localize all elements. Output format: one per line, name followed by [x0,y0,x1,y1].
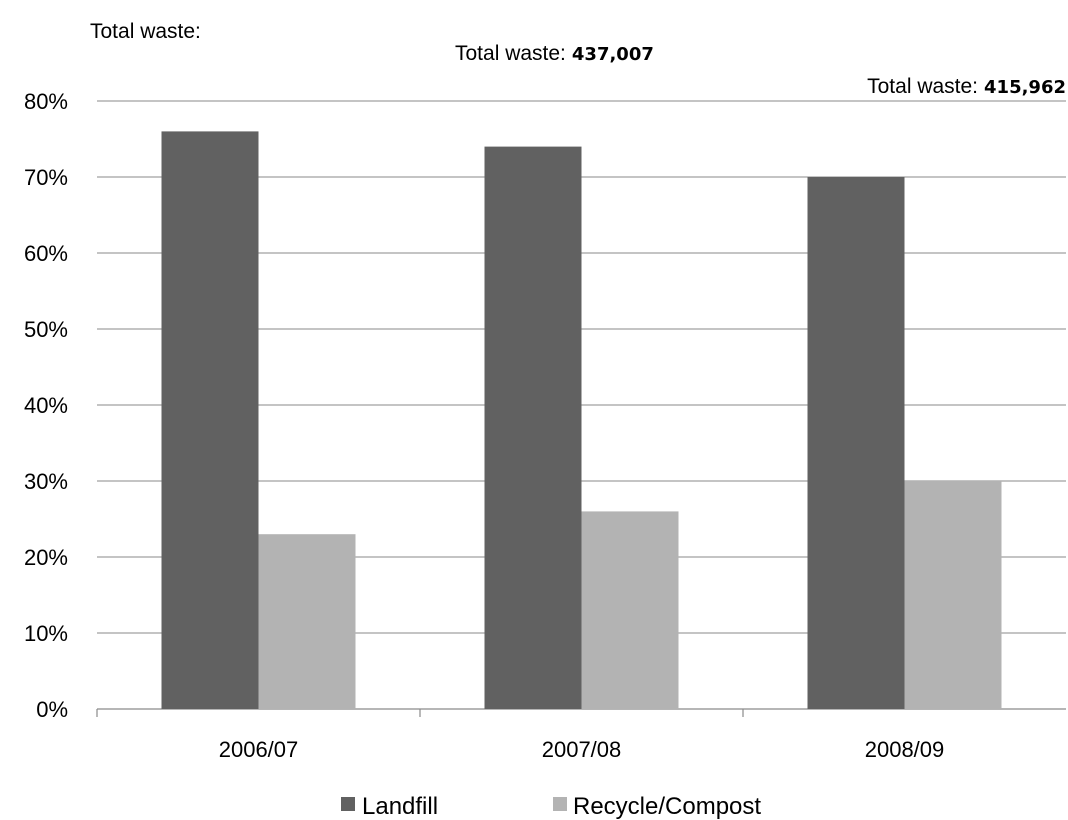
x-category-label: 2006/07 [219,737,299,762]
x-category-label: 2007/08 [542,737,622,762]
y-tick-label: 70% [24,165,68,190]
legend-label-recycle-compost: Recycle/Compost [573,793,761,820]
y-tick-label: 0% [36,697,68,722]
x-axis-tick-marks [96,709,744,717]
y-tick-label: 20% [24,545,68,570]
y-tick-label: 60% [24,241,68,266]
legend-swatch-landfill [341,797,355,811]
legend-swatch-recycle-compost [553,797,567,811]
x-category-label: 2008/09 [865,737,945,762]
legend-label-landfill: Landfill [362,793,438,820]
x-axis-category-labels: 2006/07 2007/08 2008/09 [219,737,945,762]
y-tick-label: 40% [24,393,68,418]
y-tick-label: 50% [24,317,68,342]
annotation-total-waste-2007-08: Total waste: 437,007 [455,42,654,65]
legend: Landfill Recycle/Compost [341,793,761,820]
bar-recycle-compost-2007-08 [581,511,679,709]
y-axis-tick-labels: 0% 10% 20% 30% 40% 50% 60% 70% 80% [24,89,68,722]
bar-landfill-2006-07 [161,131,259,709]
y-tick-label: 80% [24,89,68,114]
bar-landfill-2008-09 [807,177,905,709]
annotation-total-waste-2008-09: Total waste: 415,962 [867,75,1066,98]
y-tick-label: 10% [24,621,68,646]
bar-landfill-2007-08 [484,146,582,710]
bars [161,131,1002,710]
y-tick-label: 30% [24,469,68,494]
annotation-total-waste-2006-07: Total waste: [90,20,201,43]
bar-recycle-compost-2008-09 [904,481,1002,709]
bar-recycle-compost-2006-07 [258,534,356,709]
